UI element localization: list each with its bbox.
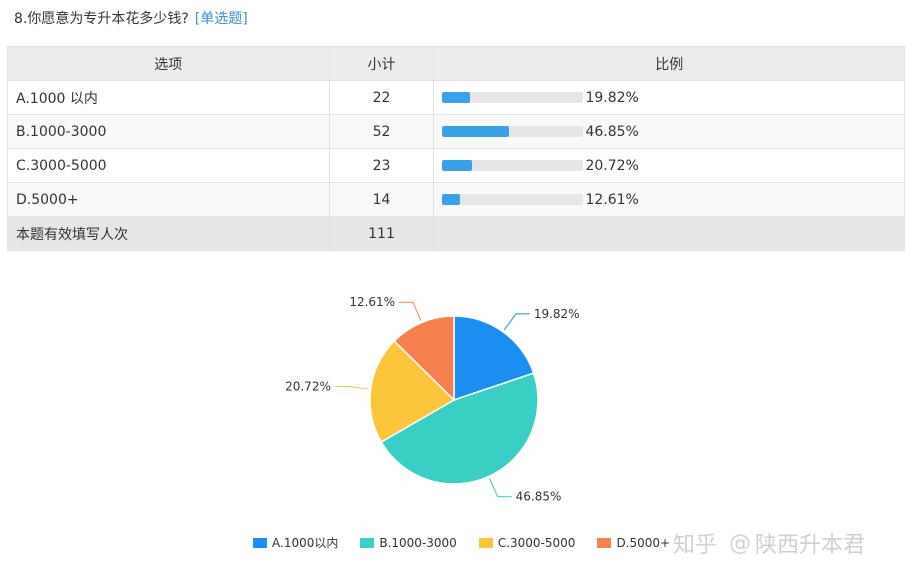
table-header-row: 选项 小计 比例	[7, 46, 905, 81]
chart-legend: A.1000以内 B.1000-3000 C.3000-5000 D.5000+	[253, 534, 692, 551]
total-label: 本题有效填写人次	[7, 216, 330, 251]
ratio-bar-fill	[442, 160, 472, 171]
ratio-percent: 12.61%	[585, 191, 639, 208]
legend-label: D.5000+	[616, 535, 671, 550]
legend-item[interactable]: B.1000-3000	[360, 534, 457, 551]
pie-data-label: 20.72%	[285, 380, 331, 394]
table-row: C.3000-5000 23 20.72%	[7, 148, 905, 183]
ratio-bar-fill	[442, 126, 509, 137]
ratio-cell: 20.72%	[433, 148, 905, 183]
table-body: A.1000 以内 22 19.82% B.1000-3000 52 46.85% C.30…	[7, 80, 905, 251]
pie-data-label: 19.82%	[534, 307, 580, 321]
pie-data-label: 46.85%	[516, 490, 562, 504]
ratio-cell: 46.85%	[433, 114, 905, 149]
legend-item[interactable]: D.5000+	[597, 534, 670, 551]
header-count: 小计	[328, 46, 435, 81]
legend-item[interactable]: C.3000-5000	[478, 534, 576, 551]
legend-item[interactable]: A.1000以内	[253, 534, 338, 551]
table-row: A.1000 以内 22 19.82%	[7, 80, 905, 115]
option-cell: A.1000 以内	[7, 80, 330, 115]
legend-swatch	[597, 537, 612, 548]
pie-leader-line	[334, 386, 369, 390]
count-cell: 23	[328, 148, 435, 183]
watermark-site: 知乎	[673, 533, 718, 558]
pie-slice-b	[380, 372, 539, 485]
pie-data-label: 12.61%	[349, 295, 395, 309]
pie-leader-line	[488, 478, 512, 498]
ratio-bar-track	[442, 194, 584, 205]
results-table: 选项 小计 比例 A.1000 以内 22 19.82% B.1000-3000 52 4…	[7, 46, 905, 251]
ratio-cell: 19.82%	[433, 80, 905, 115]
question-text: 8.你愿意为专升本花多少钱?	[14, 11, 189, 27]
watermark-author: 陕西升本君	[755, 533, 866, 558]
header-option: 选项	[7, 46, 330, 81]
watermark: 知乎 @ 陕西升本君	[673, 527, 865, 559]
ratio-bar-track	[442, 160, 584, 171]
count-cell: 52	[328, 114, 435, 149]
table-row: B.1000-3000 52 46.85%	[7, 114, 905, 149]
ratio-cell: 12.61%	[433, 182, 905, 217]
legend-swatch	[360, 537, 375, 548]
watermark-at: @	[729, 530, 752, 556]
ratio-bar-track	[442, 92, 584, 103]
legend-swatch	[478, 537, 493, 548]
question-title: 8.你愿意为专升本花多少钱? [单选题]	[14, 8, 248, 28]
legend-label: B.1000-3000	[379, 535, 457, 550]
total-row: 本题有效填写人次 111	[7, 216, 905, 251]
pie-leader-line	[503, 313, 530, 331]
pie-slice-c	[369, 339, 456, 444]
legend-label: C.3000-5000	[497, 535, 576, 550]
total-ratio-empty	[433, 216, 905, 251]
count-cell: 22	[328, 80, 435, 115]
legend-swatch	[253, 537, 267, 548]
pie-chart: 19.82% 46.85% 20.72% 12.61%	[285, 295, 580, 504]
question-type-label: [单选题]	[194, 11, 248, 27]
legend-label: A.1000以内	[272, 536, 339, 550]
ratio-percent: 19.82%	[585, 89, 639, 106]
ratio-bar-track	[442, 126, 584, 137]
option-cell: C.3000-5000	[7, 148, 330, 183]
pie-slice-d	[393, 315, 455, 402]
header-ratio: 比例	[433, 46, 905, 81]
pie-slice-a	[453, 315, 535, 402]
ratio-percent: 20.72%	[585, 157, 639, 174]
pie-leader-line	[399, 301, 422, 321]
option-cell: D.5000+	[7, 182, 330, 217]
ratio-percent: 46.85%	[585, 123, 639, 140]
count-cell: 14	[328, 182, 435, 217]
option-cell: B.1000-3000	[7, 114, 330, 149]
ratio-bar-fill	[442, 92, 471, 103]
table-row: D.5000+ 14 12.61%	[7, 182, 905, 217]
total-count: 111	[328, 216, 435, 251]
ratio-bar-fill	[442, 194, 461, 205]
